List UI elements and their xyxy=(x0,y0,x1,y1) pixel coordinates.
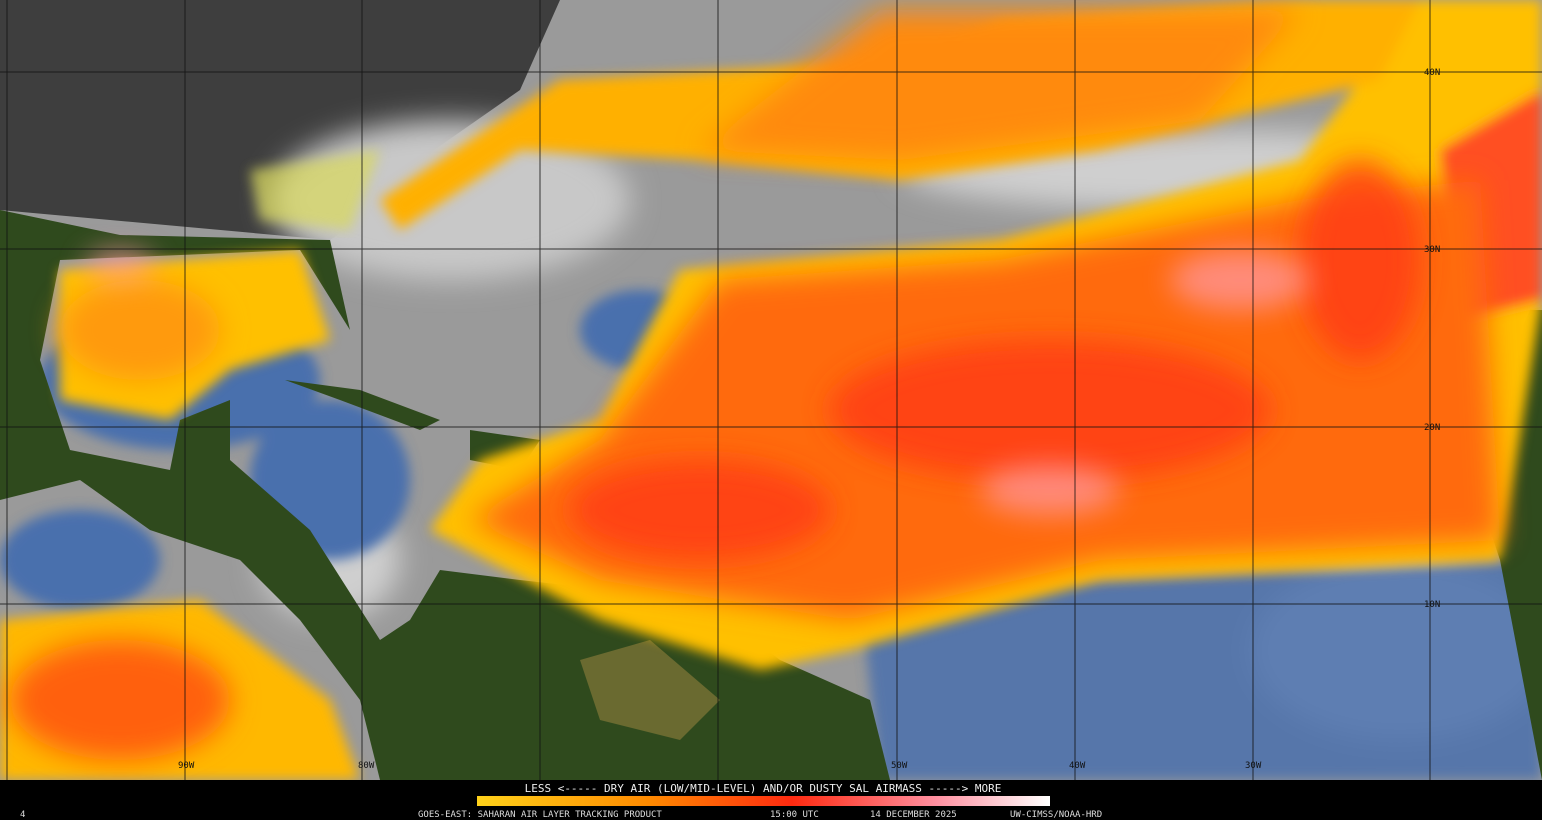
color-scale xyxy=(477,796,1050,806)
legend-bar: LESS <----- DRY AIR (LOW/MID-LEVEL) AND/… xyxy=(0,780,1542,820)
lat-label: 10N xyxy=(1424,600,1440,610)
lon-label: 50W xyxy=(891,761,908,771)
product-name: GOES-EAST: SAHARAN AIR LAYER TRACKING PR… xyxy=(418,810,662,820)
imagery: 40N 30N 20N 10N 90W 80W 50W 40W 30W xyxy=(0,0,1542,780)
lon-label: 40W xyxy=(1069,761,1086,771)
lon-label: 80W xyxy=(358,761,375,771)
time: 15:00 UTC xyxy=(770,810,819,820)
credit: UW-CIMSS/NOAA-HRD xyxy=(1010,810,1102,820)
lon-label: 90W xyxy=(178,761,195,771)
sal-airmass xyxy=(0,0,1542,780)
lat-label: 40N xyxy=(1424,68,1440,78)
legend-caption: LESS <----- DRY AIR (LOW/MID-LEVEL) AND/… xyxy=(525,782,1002,795)
lon-label: 30W xyxy=(1245,761,1262,771)
lat-label: 20N xyxy=(1424,423,1440,433)
date: 14 DECEMBER 2025 xyxy=(870,810,957,820)
lat-label: 30N xyxy=(1424,245,1440,255)
graticule xyxy=(0,0,1542,780)
frame-number: 4 xyxy=(20,810,25,820)
